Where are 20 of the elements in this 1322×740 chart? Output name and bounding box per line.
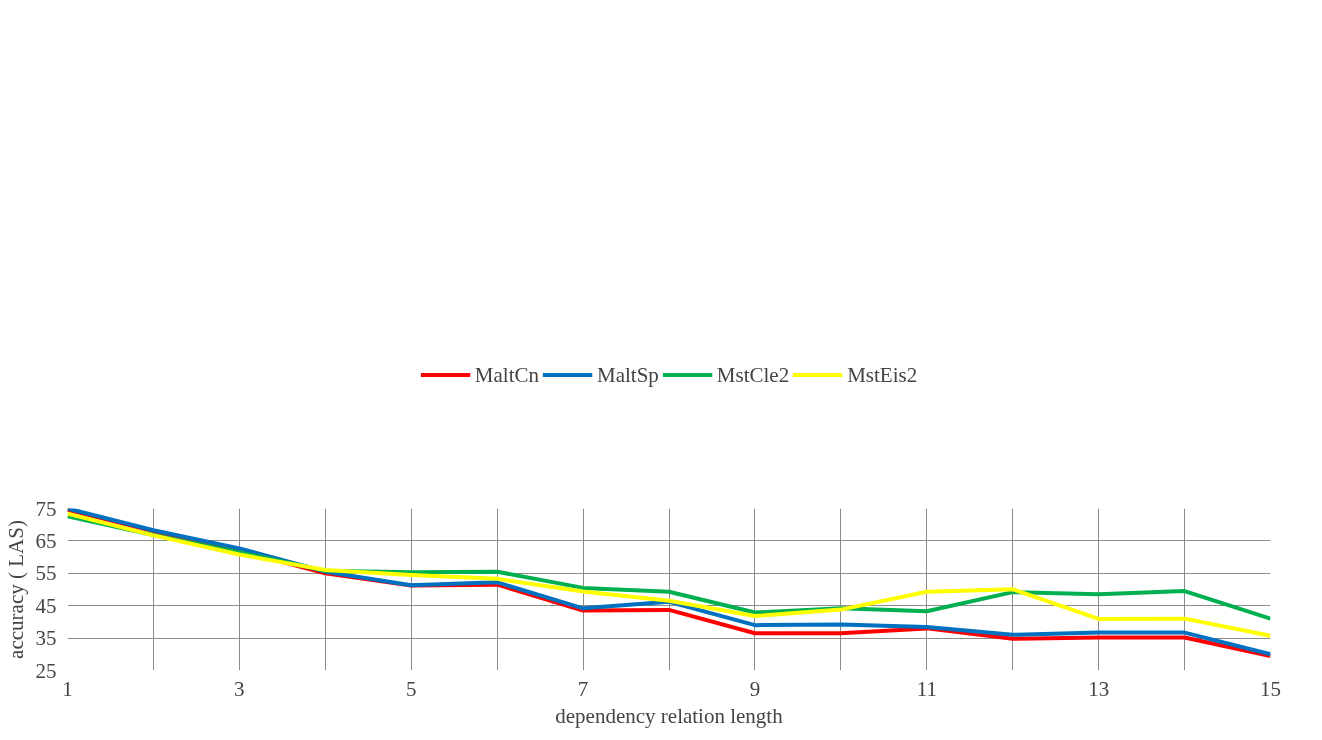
x-tick-label: 7 <box>577 676 589 701</box>
x-tick-label: 1 <box>62 676 73 701</box>
y-tick-label: 35 <box>35 626 57 651</box>
legend-label: MstEis2 <box>847 362 918 388</box>
y-axis-title: accuracy ( LAS) <box>3 520 28 659</box>
legend-label: MstCle2 <box>716 362 790 388</box>
y-tick-label: 65 <box>35 528 57 553</box>
legend-label: MaltCn <box>474 362 539 388</box>
x-tick-label: 3 <box>234 676 245 701</box>
x-tick-label: 5 <box>405 676 417 701</box>
x-tick-label: 15 <box>1260 676 1281 701</box>
legend-label: MaltSp <box>596 362 659 388</box>
x-tick-label: 11 <box>916 676 937 701</box>
y-tick-label: 55 <box>35 561 57 586</box>
x-axis-title: dependency relation length <box>555 703 784 728</box>
y-tick-label: 75 <box>35 496 57 521</box>
x-tick-label: 13 <box>1088 676 1110 701</box>
y-tick-label: 45 <box>35 593 57 618</box>
y-tick-label: 25 <box>35 658 57 683</box>
x-tick-label: 9 <box>749 676 761 701</box>
